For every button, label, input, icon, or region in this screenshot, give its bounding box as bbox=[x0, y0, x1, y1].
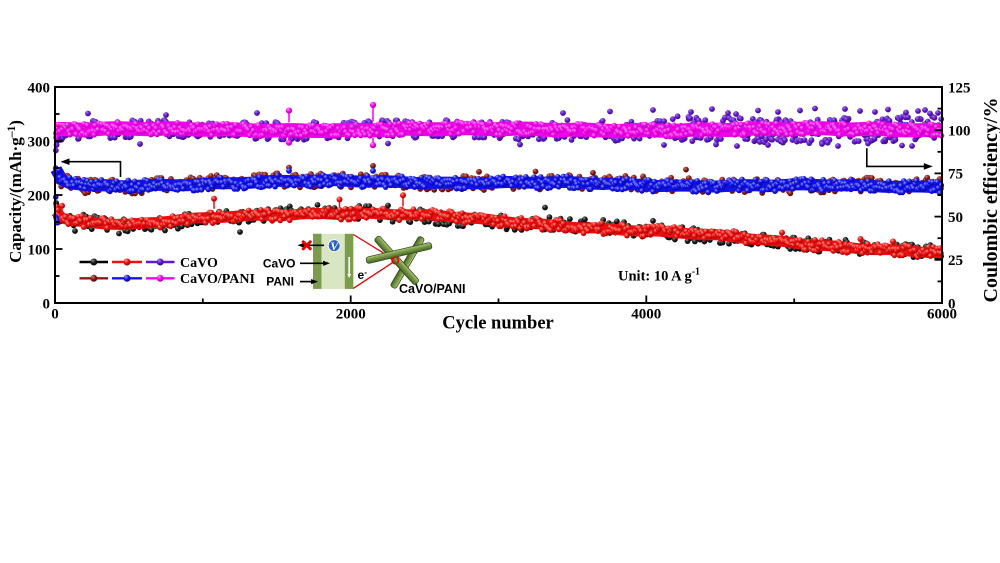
svg-text:e-: e- bbox=[358, 267, 368, 282]
svg-text:CaVO: CaVO bbox=[263, 257, 296, 271]
svg-text:300: 300 bbox=[28, 134, 51, 150]
svg-text:Unit: 10 A g-1: Unit: 10 A g-1 bbox=[618, 267, 700, 285]
svg-text:V: V bbox=[330, 239, 339, 253]
svg-text:400: 400 bbox=[28, 80, 51, 96]
svg-text:4000: 4000 bbox=[631, 307, 661, 323]
svg-text:Coulombic efficiency/%: Coulombic efficiency/% bbox=[980, 98, 1000, 303]
svg-text:CaVO/PANI: CaVO/PANI bbox=[399, 282, 465, 296]
svg-text:Cycle number: Cycle number bbox=[442, 314, 554, 334]
svg-text:0: 0 bbox=[43, 296, 51, 312]
svg-text:6000: 6000 bbox=[927, 307, 957, 323]
svg-text:Capacity/(mAh·g–1): Capacity/(mAh·g–1) bbox=[6, 120, 25, 263]
svg-text:CaVO: CaVO bbox=[180, 256, 218, 271]
svg-text:75: 75 bbox=[948, 167, 963, 183]
svg-text:CaVO/PANI: CaVO/PANI bbox=[180, 272, 255, 287]
svg-text:100: 100 bbox=[28, 242, 51, 258]
svg-text:200: 200 bbox=[28, 188, 51, 204]
svg-text:50: 50 bbox=[948, 210, 963, 226]
svg-text:2000: 2000 bbox=[336, 307, 366, 323]
svg-text:25: 25 bbox=[948, 253, 963, 269]
svg-text:125: 125 bbox=[948, 80, 971, 96]
svg-text:PANI: PANI bbox=[266, 275, 294, 289]
svg-text:0: 0 bbox=[51, 307, 59, 323]
svg-text:100: 100 bbox=[948, 124, 971, 140]
svg-text:0: 0 bbox=[948, 296, 956, 312]
